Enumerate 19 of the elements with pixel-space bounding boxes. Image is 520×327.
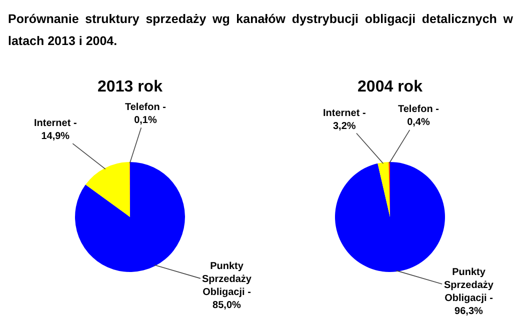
text: Porównanie struktury sprzedaży wg kanałów dystrybucji obligacji detalicznych w latach 2013 i 2004. — [8, 11, 513, 50]
slice-label: Telefon - — [125, 102, 166, 113]
pie-slice — [86, 162, 130, 217]
slice-label: Internet - — [323, 108, 366, 119]
data-label: 0,1% — [134, 115, 157, 126]
slice-label: Punkty Sprzedaży Obligacji - — [444, 267, 494, 304]
chart-title: 2013 rok — [98, 78, 163, 96]
pie-slice — [335, 162, 445, 272]
data-label: 3,2% — [332, 121, 356, 132]
chart-title: 2004 rok — [358, 78, 423, 96]
data-label: 14,9% — [41, 131, 70, 142]
pie-slice — [378, 162, 390, 217]
pie-slice — [75, 162, 185, 272]
slice-label: Internet - — [34, 118, 77, 129]
data-label: 85,0% — [212, 300, 242, 311]
slice-label: Punkty Sprzedaży Obligacji - — [202, 261, 252, 298]
slice-label: Telefon - — [398, 104, 439, 115]
data-label: 96,3% — [454, 306, 484, 317]
data-label: 0,4% — [407, 117, 430, 128]
